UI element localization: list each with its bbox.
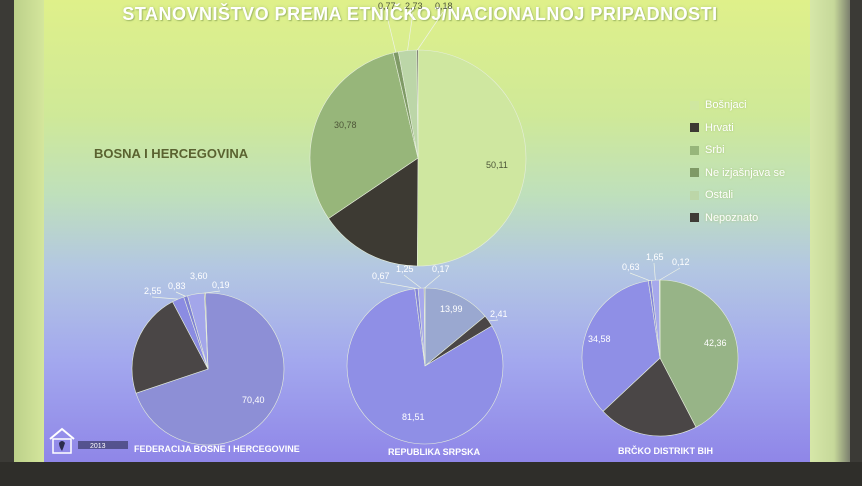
leader-line [417,11,444,51]
pie-chart: 42,36 34,58 0,63 1,65 0,12 BRČKO DISTRIKT BIH [581,252,739,456]
legend-label: Nepoznato [705,211,759,224]
legend-swatch-icon [690,145,699,155]
data-label: 0,83 [168,281,186,291]
legend-item-bosnjaci: Bošnjaci [690,94,785,117]
legend-label: Bošnjaci [705,99,747,112]
data-label: 70,40 [242,395,265,405]
legend-label: Srbi [705,144,725,157]
logo-year: 2013 [90,443,106,450]
legend-swatch-icon [690,123,699,133]
data-label: 50,11 [486,160,508,170]
data-label: 0,17 [432,264,450,274]
data-label: 0,63 [622,262,640,272]
leader-line [385,11,397,53]
pie-slice [424,287,486,367]
legend-swatch-icon [690,190,699,200]
data-label: 3,60 [190,271,208,281]
leader-line [175,291,186,297]
leader-line [151,296,179,300]
pie-slice [416,49,527,267]
legend-swatch-icon [690,100,699,110]
data-label: 34,58 [588,334,611,344]
data-label: 0,19 [212,280,230,290]
legend-item-nepoznato: Nepoznato [690,207,785,230]
pie-slice [131,301,209,394]
leader-line [659,267,681,281]
data-label: 0,77 [378,1,396,11]
data-label: 0,18 [435,1,453,11]
leader-line [488,319,499,322]
pie-chart: 50,11 30,78 0,77 2,73 0,18 [309,1,527,267]
pie-slice [659,279,739,428]
screen-bottom-border [0,462,862,486]
screen-left-edge [14,0,44,462]
pie-chart: 70,40 2,55 0,83 3,60 0,19 FEDERACIJA BOSNE I … [131,271,300,454]
pie-slice [346,288,504,445]
data-label: 1,65 [646,252,664,262]
legend-item-ne-izjasnjava-se: Ne izjašnjava se [690,162,785,185]
leader-line [424,274,441,289]
data-label: 1,25 [396,264,414,274]
data-label: 30,78 [334,120,357,130]
screen-right-edge [810,0,850,462]
pie-slice [602,357,697,437]
legend: Bošnjaci Hrvati Srbi Ne izjašnjava se Os… [690,94,785,229]
pie-slice [309,52,419,219]
census-logo-icon: 2013 [49,427,128,454]
leader-line [653,262,656,281]
pie-slice [581,280,661,412]
data-label: 2,41 [490,309,508,319]
chart-title: REPUBLIKA SRPSKA [388,447,481,457]
legend-swatch-icon [690,168,699,178]
leader-line [407,11,414,51]
legend-item-srbi: Srbi [690,139,785,162]
leader-line [204,290,221,294]
legend-item-hrvati: Hrvati [690,117,785,140]
leader-line [629,272,650,281]
leader-line [379,281,417,289]
legend-item-ostali: Ostali [690,184,785,207]
legend-label: Ne izjašnjava se [705,166,786,179]
pie-slice [328,157,419,267]
data-label: 42,36 [704,338,727,348]
pie-chart: 13,99 2,41 81,51 0,67 1,25 0,17 REPUBLIKA SRPS… [346,264,508,457]
chart-title: BRČKO DISTRIKT BIH [618,445,713,456]
data-label: 2,55 [144,286,162,296]
page-title: STANOVNIŠTVO PREMA ETNIČKOJ/NACIONALNOJ … [122,4,718,24]
data-label: 0,67 [372,271,390,281]
data-label: 0,12 [672,257,690,267]
legend-label: Hrvati [705,121,734,134]
chart-title: FEDERACIJA BOSNE I HERCEGOVINE [134,444,300,454]
pie-slice [135,292,285,446]
legend-label: Ostali [705,189,734,202]
data-label: 13,99 [440,304,463,314]
legend-swatch-icon [690,213,699,223]
leader-line [403,274,422,289]
data-label: 81,51 [402,412,425,422]
bih-region-title: BOSNA I HERCEGOVINA [94,146,249,161]
data-label: 2,73 [405,1,423,11]
